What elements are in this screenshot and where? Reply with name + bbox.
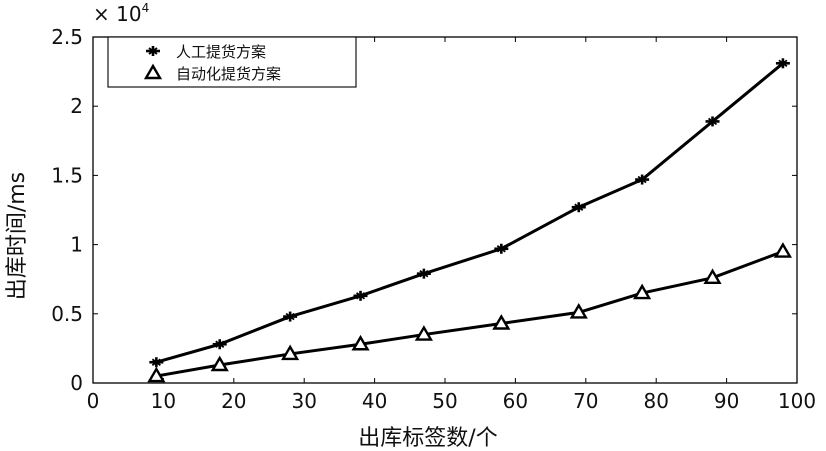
data-point-cross: [283, 311, 298, 322]
data-point-cross: [149, 357, 164, 368]
y-axis: 0 0.5 1 1.5 2 2.5: [51, 25, 797, 395]
x-axis: 0 10 20 30 40 50 60 70 80 90 100: [87, 37, 816, 413]
x-tick-label: 70: [573, 389, 598, 413]
y-tick-label: 1.5: [51, 163, 83, 187]
y-tick-label: 0: [70, 371, 83, 395]
data-point-triangle: [492, 314, 511, 330]
series-triangle: [147, 242, 793, 383]
y-tick-label: 2: [70, 94, 83, 118]
data-point-triangle: [281, 344, 300, 361]
data-point-triangle: [703, 268, 722, 285]
data-point-cross: [635, 174, 650, 185]
x-tick-label: 10: [151, 389, 176, 413]
x-tick-label: 60: [503, 389, 528, 413]
x-tick-label: 50: [432, 389, 457, 413]
x-tick-label: 80: [643, 389, 668, 413]
y-multiplier-label: × 104: [93, 1, 149, 26]
data-point-triangle: [569, 303, 588, 319]
y-tick-label: 2.5: [51, 25, 83, 49]
data-point-triangle: [210, 355, 229, 372]
x-tick-label: 40: [362, 389, 387, 413]
legend-label-manual: 人工提货方案: [176, 43, 266, 61]
x-tick-label: 20: [221, 389, 246, 413]
data-point-triangle: [773, 242, 793, 258]
data-point-cross: [494, 243, 509, 254]
data-point-cross: [353, 290, 368, 301]
data-point-cross: [571, 202, 586, 213]
legend-marker-cross: [146, 46, 160, 56]
x-tick-label: 30: [291, 389, 316, 413]
data-point-cross: [212, 339, 227, 350]
data-point-cross: [775, 58, 790, 69]
legend: 人工提货方案 自动化提货方案: [107, 36, 357, 88]
series-cross: [149, 58, 790, 368]
data-point-triangle: [147, 366, 166, 383]
data-point-triangle: [633, 283, 652, 300]
data-point-triangle: [414, 325, 433, 341]
x-tick-label: 90: [714, 389, 739, 413]
data-point-cross: [416, 268, 431, 279]
x-tick-label: 0: [87, 389, 100, 413]
y-tick-label: 1: [70, 233, 83, 257]
legend-label-automated: 自动化提货方案: [176, 65, 281, 83]
y-axis-title: 出库时间/ms: [5, 172, 30, 300]
legend-marker-triangle: [143, 63, 163, 80]
x-axis-title: 出库标签数/个: [358, 426, 497, 451]
data-point-cross: [705, 116, 720, 127]
x-tick-label: 100: [778, 389, 816, 413]
y-tick-label: 0.5: [51, 302, 83, 326]
series-line: [155, 62, 784, 364]
data-point-triangle: [351, 334, 370, 351]
series-line: [156, 250, 784, 378]
series-layer: [147, 58, 793, 383]
